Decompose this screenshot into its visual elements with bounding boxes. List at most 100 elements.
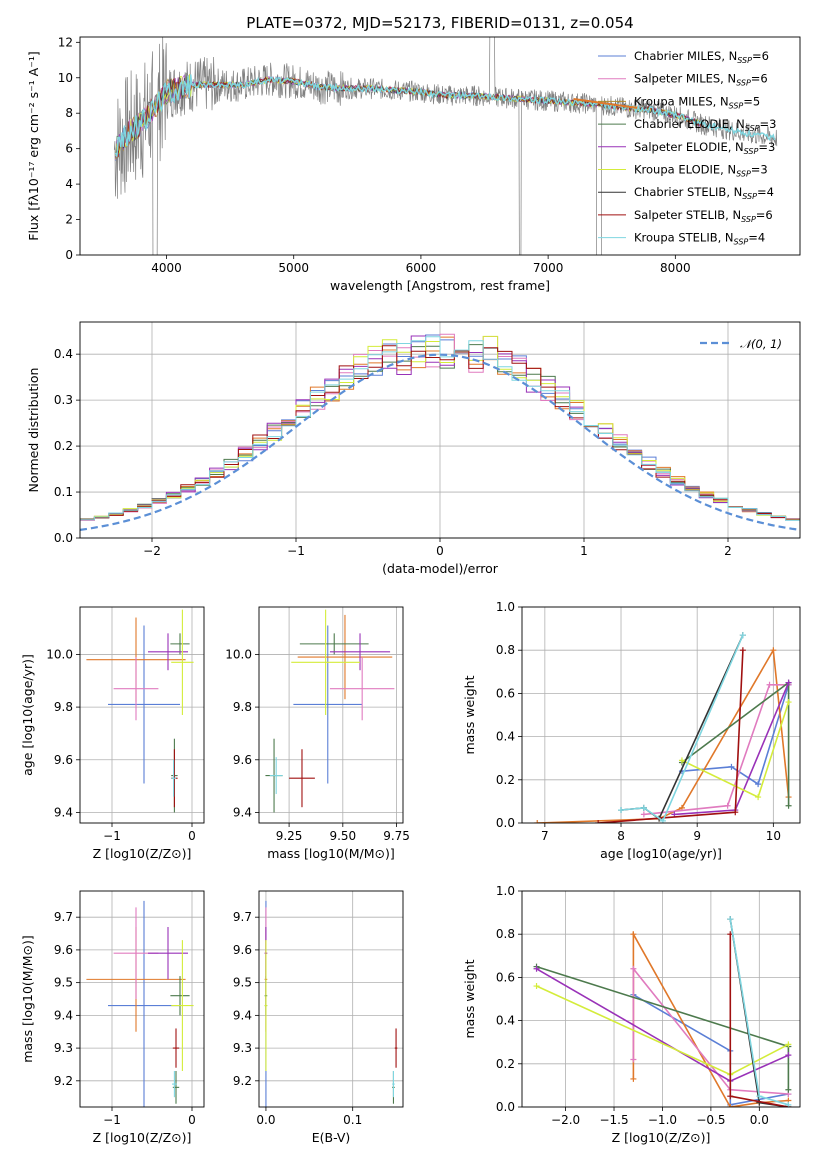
weight-marker: [630, 931, 637, 938]
y-tick-label: 0.8: [496, 927, 515, 941]
y-tick-label: 8: [65, 106, 73, 120]
weight-series-1: [681, 684, 790, 786]
x-tick-label: 7000: [533, 261, 564, 275]
error-point-6: [171, 940, 194, 1071]
panel-4: 9.25 9.50 9.75 9.4 9.6 9.8 10.0 mass [log10(M/M…: [225, 606, 410, 861]
x-tick-label: 8000: [660, 261, 691, 275]
weight-marker: [728, 763, 735, 770]
panel-8: −2.0 −1.5 −1.0 −0.5 0.0 0.0 0.2 0.4 0.6 0.8 1.0 Z […: [462, 884, 801, 1145]
x-axis-label: Z [log10(Z/Z⊙)]: [612, 1130, 711, 1145]
weight-marker: [640, 811, 647, 818]
model-spectrum-1: [115, 74, 701, 161]
weight-marker: [618, 807, 625, 814]
y-tick-label: 9.7: [54, 910, 73, 924]
weight-marker: [739, 647, 746, 654]
y-axis-label: mass [log10(M/M⊙)]: [20, 935, 35, 1063]
weight-marker: [630, 1075, 637, 1082]
x-tick-label: −0.5: [696, 1113, 725, 1127]
y-tick-label: 2: [65, 213, 73, 227]
error-point-9: [171, 759, 176, 797]
x-tick-label: 4000: [151, 261, 182, 275]
x-axis-label: E(B-V): [312, 1130, 351, 1145]
y-tick-label: 0.8: [496, 643, 515, 657]
error-point-9: [172, 1071, 177, 1098]
chart-title: PLATE=0372, MJD=52173, FIBERID=0131, z=0…: [246, 14, 633, 32]
plot-area: [265, 609, 395, 813]
plot-area: [86, 900, 194, 1107]
x-tick-label: 9: [693, 829, 701, 843]
y-tick-label: 0.2: [54, 439, 73, 453]
error-point-9: [269, 757, 283, 795]
legend-label: 𝒩(0, 1): [740, 337, 782, 351]
y-tick-label: 0.3: [54, 393, 73, 407]
panel-3: −1 0 9.4 9.6 9.8 10.0 Z [log10(Z/Z⊙)] age [log1…: [20, 606, 205, 861]
axes-frame: [79, 890, 205, 1108]
weight-marker: [785, 679, 792, 686]
error-point-3: [329, 657, 395, 721]
y-tick-label: 9.4: [233, 805, 252, 819]
error-point-1: [293, 625, 363, 784]
weight-marker: [755, 781, 762, 788]
observed-spectrum: [113, 37, 778, 255]
y-axis-label: mass weight: [462, 959, 477, 1038]
y-axis-label: Flux [fλ10⁻¹⁷ erg cm⁻² s⁻¹ A⁻¹]: [26, 51, 41, 240]
axes-frame: [521, 606, 801, 824]
error-point-4: [299, 633, 369, 655]
weight-marker: [630, 965, 637, 972]
legend-label: Kroupa MILES, NSSP=5: [634, 94, 760, 110]
y-tick-label: 9.4: [54, 1008, 73, 1022]
error-point-7: [172, 1071, 180, 1104]
x-tick-label: 6000: [406, 261, 437, 275]
x-tick-label: 9.25: [276, 829, 303, 843]
plot-area: [80, 333, 800, 531]
y-tick-label: 12: [58, 35, 73, 49]
y-tick-label: 0.0: [496, 816, 515, 830]
y-tick-label: 10: [58, 71, 73, 85]
y-tick-label: 9.7: [233, 910, 252, 924]
y-tick-label: 10.0: [46, 647, 73, 661]
weight-marker: [755, 794, 762, 801]
y-tick-label: 9.2: [233, 1074, 252, 1088]
x-tick-label: 2: [724, 544, 732, 558]
error-point-5: [148, 633, 188, 671]
x-axis-label: mass [log10(M/M⊙)]: [267, 846, 395, 861]
weight-marker: [732, 809, 739, 816]
axes-frame: [79, 36, 801, 256]
y-tick-label: 4: [65, 177, 73, 191]
x-tick-label: −1.0: [648, 1113, 677, 1127]
plot-area: [264, 900, 398, 1107]
legend-label: Kroupa ELODIE, NSSP=3: [634, 163, 768, 179]
y-tick-label: 9.3: [233, 1041, 252, 1055]
x-tick-label: −2: [143, 544, 161, 558]
legend-label: Chabrier MILES, NSSP=6: [634, 49, 769, 65]
axes-frame: [258, 890, 404, 1108]
error-point-5: [329, 633, 391, 671]
model-spectrum-4: [115, 76, 702, 158]
error-point-8: [394, 1028, 398, 1068]
weight-marker: [533, 983, 540, 990]
error-point-3: [113, 657, 159, 721]
panel-1: 4000 5000 6000 7000 8000 0 2 4 6 8 10 12 wavelength …: [26, 14, 801, 293]
legend-label: Chabrier STELIB, NSSP=4: [634, 185, 774, 201]
error-point-5: [148, 927, 188, 980]
y-tick-label: 0.4: [54, 347, 73, 361]
axes-frame: [258, 606, 404, 824]
y-tick-label: 0.2: [496, 1057, 515, 1071]
x-tick-label: 9.75: [383, 829, 410, 843]
panel-7: 0.0 0.1 9.2 9.3 9.4 9.5 9.6 9.7 E(B-V): [233, 890, 404, 1145]
weight-marker: [727, 916, 734, 923]
x-tick-label: 10: [766, 829, 781, 843]
y-tick-label: 9.5: [54, 976, 73, 990]
x-tick-label: 0: [436, 544, 444, 558]
axes-frame: [521, 890, 801, 1108]
error-point-2: [297, 614, 393, 700]
y-axis-label: age [log10(age/yr)]: [20, 654, 35, 776]
weight-marker: [533, 965, 540, 972]
y-tick-label: 9.6: [233, 753, 252, 767]
weight-marker: [727, 1104, 734, 1107]
y-tick-label: 9.8: [54, 700, 73, 714]
x-tick-label: 5000: [278, 261, 309, 275]
x-tick-label: −2.0: [551, 1113, 580, 1127]
y-tick-label: 9.4: [54, 805, 73, 819]
y-tick-label: 9.3: [54, 1041, 73, 1055]
